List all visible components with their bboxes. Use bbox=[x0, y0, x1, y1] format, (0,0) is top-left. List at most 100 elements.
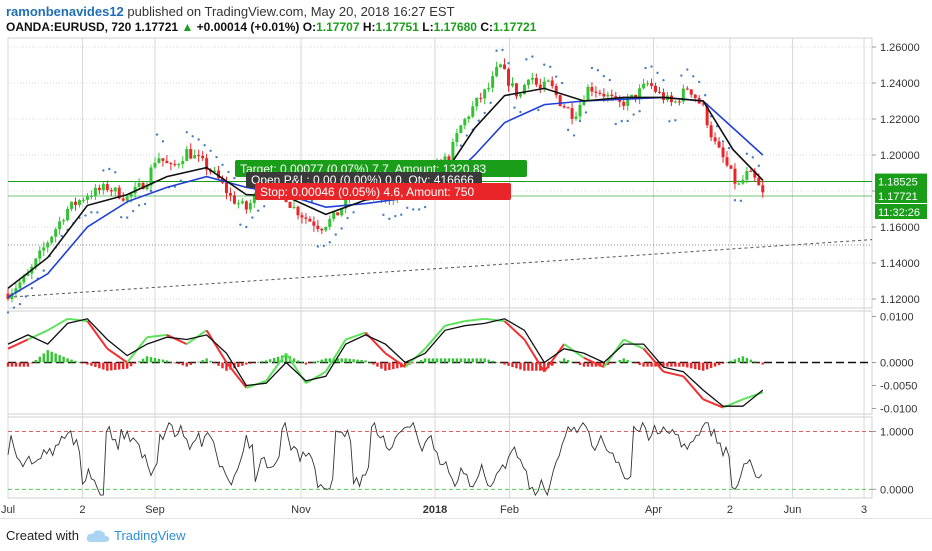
sar-dot bbox=[316, 245, 320, 248]
candle-body bbox=[737, 183, 741, 185]
histogram-bar bbox=[352, 359, 355, 363]
candle-body bbox=[137, 182, 141, 187]
histogram-bar bbox=[392, 362, 395, 370]
candle-body bbox=[554, 85, 558, 96]
sar-dot bbox=[322, 244, 326, 248]
target-price-tag-box bbox=[875, 173, 927, 189]
histogram-bar bbox=[761, 362, 764, 365]
candle-body bbox=[288, 202, 292, 208]
sar-dot bbox=[525, 58, 528, 61]
histogram-bar bbox=[284, 354, 288, 363]
sar-dot bbox=[739, 199, 743, 202]
footer-bar: Created with TradingView bbox=[0, 518, 932, 551]
oscillator-pane[interactable] bbox=[7, 421, 872, 497]
macd-fast-segment bbox=[583, 356, 605, 369]
tradingview-link[interactable]: TradingView bbox=[114, 528, 186, 543]
histogram-bar bbox=[82, 362, 85, 364]
histogram-bar bbox=[217, 362, 220, 366]
histogram-bar bbox=[102, 362, 105, 370]
sar-dot bbox=[733, 199, 737, 202]
x-tick-label: Jul bbox=[1, 504, 15, 516]
sar-dot bbox=[423, 205, 427, 209]
candle-body bbox=[499, 64, 503, 68]
histogram-bar bbox=[50, 351, 53, 363]
candle-body bbox=[681, 88, 685, 102]
macd-fast-segment bbox=[642, 348, 665, 373]
candle-body bbox=[463, 118, 467, 126]
y-tick-label: 1.20000 bbox=[880, 150, 920, 162]
candle-body bbox=[586, 86, 590, 102]
histogram-bar bbox=[638, 362, 641, 365]
sar-dot bbox=[495, 49, 498, 52]
sar-dot bbox=[656, 71, 659, 75]
sar-dot bbox=[227, 170, 230, 174]
sar-dot bbox=[203, 144, 206, 147]
candle-body bbox=[141, 182, 145, 190]
candle-body bbox=[304, 217, 308, 219]
histogram-bar bbox=[90, 362, 93, 366]
sar-dot bbox=[584, 111, 588, 114]
histogram-bar bbox=[678, 362, 681, 367]
sar-dot bbox=[84, 214, 87, 217]
histogram-bar bbox=[558, 360, 562, 363]
histogram-bar bbox=[570, 361, 574, 363]
candle-body bbox=[713, 137, 717, 142]
author-name[interactable]: ramonbenavides12 bbox=[6, 4, 124, 19]
candle-body bbox=[598, 92, 602, 94]
histogram-bar bbox=[66, 358, 69, 363]
candle-body bbox=[157, 158, 161, 163]
histogram-bar bbox=[197, 361, 200, 363]
sar-dot bbox=[221, 163, 224, 166]
y-tick-label: 0.0000 bbox=[880, 484, 914, 496]
histogram-bar bbox=[427, 358, 431, 363]
histogram-bar bbox=[368, 362, 371, 364]
sar-dot bbox=[566, 128, 570, 132]
sar-dot bbox=[209, 149, 212, 153]
tradingview-cloud-icon bbox=[86, 530, 110, 542]
histogram-bar bbox=[193, 362, 196, 364]
chart-canvas[interactable]: Jul 2 Sep Nov 2018 Feb Apr 2 Jun 3 1.26000 1.24000 1… bbox=[0, 0, 932, 518]
histogram-bar bbox=[225, 362, 228, 371]
target-price-tag-text: 1.18525 bbox=[878, 177, 918, 189]
histogram-bar bbox=[165, 360, 169, 363]
candle-body bbox=[240, 201, 244, 204]
candle-body bbox=[66, 208, 70, 221]
sar-dot bbox=[131, 209, 135, 213]
candle-body bbox=[81, 199, 85, 201]
sar-dot bbox=[382, 213, 385, 217]
candle-body bbox=[54, 229, 58, 237]
x-tick-label: Jun bbox=[784, 504, 802, 516]
sar-dot bbox=[554, 75, 558, 78]
macd-fast-segment bbox=[543, 343, 565, 373]
sar-dot bbox=[90, 211, 93, 214]
histogram-bar bbox=[372, 362, 375, 365]
histogram-bar bbox=[106, 362, 109, 371]
position-overlay[interactable]: Target: 0.00077 (0.07%) 7.7, Amount: 132… bbox=[235, 160, 927, 220]
candle-body bbox=[590, 86, 594, 92]
macd-pane[interactable] bbox=[6, 317, 872, 409]
macd-fast-segment bbox=[67, 317, 88, 323]
macd-fast-segment bbox=[106, 347, 128, 364]
sar-dot bbox=[191, 135, 194, 138]
candle-body bbox=[193, 155, 197, 159]
candle-body bbox=[654, 85, 658, 92]
histogram-bar bbox=[650, 362, 653, 367]
stop-label-text: Stop: 0.00046 (0.05%) 4.6, Amount: 750 bbox=[260, 185, 474, 199]
candle-body bbox=[181, 161, 185, 164]
symbol-label: OANDA:EURUSD, 720 bbox=[6, 20, 132, 34]
candle-body bbox=[26, 273, 30, 276]
histogram-bar bbox=[543, 362, 546, 371]
sar-dot bbox=[245, 225, 248, 229]
sar-dot bbox=[620, 119, 623, 123]
sar-dot bbox=[596, 69, 600, 72]
sar-dot bbox=[703, 94, 707, 97]
publisher-line: ramonbenavides12 published on TradingVie… bbox=[6, 4, 455, 19]
sar-dot bbox=[465, 134, 469, 137]
candle-body bbox=[62, 220, 66, 222]
sar-dot bbox=[239, 223, 242, 226]
candle-body bbox=[503, 64, 507, 70]
quote-line: OANDA:EURUSD, 720 1.17721 ▲ +0.00014 (+0… bbox=[6, 20, 536, 34]
sar-dot bbox=[560, 81, 564, 85]
candle-body bbox=[149, 167, 153, 186]
y-tick-label: 1.12000 bbox=[880, 294, 920, 306]
